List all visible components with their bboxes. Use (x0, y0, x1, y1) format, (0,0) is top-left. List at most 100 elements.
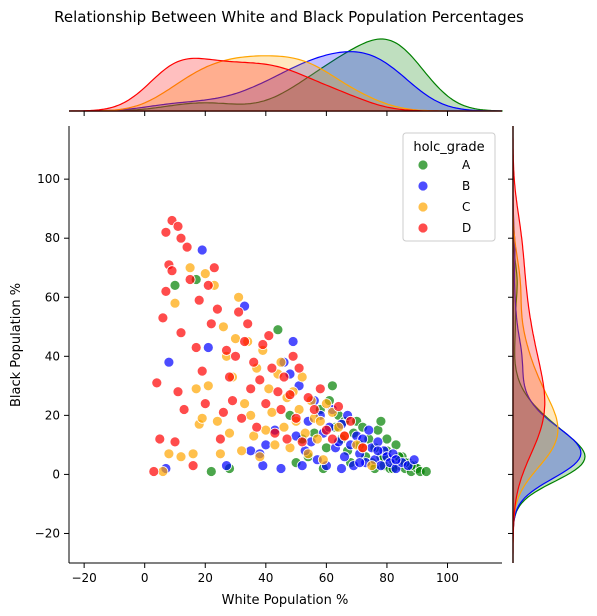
legend-marker-A (417, 159, 429, 171)
scatter-point-D (172, 386, 184, 398)
scatter-point-B (296, 460, 308, 472)
scatter-point-D (175, 232, 187, 244)
scatter-point-D (296, 436, 308, 448)
scatter-point-A (205, 466, 217, 477)
scatter-point-C (175, 451, 187, 463)
scatter-point-C (233, 291, 245, 303)
scatter-point-C (269, 439, 281, 451)
scatter-point-D (184, 274, 196, 285)
y-axis-label: Black Population % (9, 283, 24, 407)
scatter-point-C (317, 454, 329, 466)
y-tick-label: 80 (45, 231, 60, 245)
scatter-point-B (390, 454, 402, 466)
scatter-point-D (239, 336, 251, 347)
scatter-point-D (227, 395, 238, 407)
scatter-point-A (169, 279, 181, 291)
right-density-curve-D (512, 126, 546, 563)
scatter-point-D (278, 371, 290, 383)
scatter-point-D (260, 398, 272, 410)
scatter-point-D (272, 386, 284, 398)
scatter-point-C (254, 451, 266, 463)
x-tick-label: 20 (198, 571, 213, 585)
scatter-point-D (157, 312, 169, 324)
scatter-point-C (278, 421, 290, 433)
scatter-point-C (199, 268, 211, 280)
scatter-point-B (372, 445, 384, 457)
scatter-point-D (202, 279, 214, 291)
scatter-point-C (190, 383, 202, 395)
y-tick-label: 60 (45, 290, 60, 304)
scatter-point-D (190, 342, 202, 353)
scatter-point-C (196, 412, 208, 424)
scatter-point-D (178, 404, 190, 415)
scatter-point-C (320, 398, 332, 410)
scatter-point-B (257, 460, 269, 472)
scatter-point-D (248, 356, 260, 368)
scatter-point-D (196, 365, 208, 377)
scatter-point-C (314, 415, 326, 427)
scatter-point-D (205, 318, 217, 330)
scatter-point-D (339, 430, 350, 442)
scatter-point-D (266, 362, 278, 374)
scatter-point-B (196, 244, 208, 256)
scatter-point-D (293, 362, 305, 374)
scatter-point-B (336, 463, 347, 474)
legend-label-B: B (462, 179, 470, 193)
scatter-point-C (230, 333, 241, 345)
scatter-point-D (308, 404, 320, 415)
legend-label-D: D (462, 221, 471, 235)
scatter-point-D (166, 265, 178, 277)
scatter-point-B (375, 460, 387, 472)
scatter-point-C (187, 448, 199, 460)
scatter-point-D (236, 412, 248, 424)
scatter-point-C (224, 427, 235, 439)
scatter-point-D (214, 433, 226, 445)
scatter-point-B (363, 424, 375, 436)
scatter-point-B (260, 439, 272, 451)
scatter-point-C (296, 371, 308, 383)
scatter-point-D (154, 433, 166, 445)
y-tick-label: 0 (52, 467, 60, 481)
scatter-point-B (163, 356, 175, 368)
scatter-point-D (160, 285, 172, 297)
scatter-point-D (148, 466, 160, 477)
scatter-point-D (221, 344, 232, 356)
scatter-point-C (366, 460, 378, 472)
scatter-point-C (275, 356, 287, 368)
scatter-point-C (333, 421, 344, 433)
legend-label-C: C (462, 200, 470, 214)
scatter-point-D (326, 433, 338, 445)
scatter-point-A (375, 415, 387, 427)
legend-box (402, 132, 496, 242)
scatter-point-D (284, 389, 296, 401)
scatter-point-D (175, 327, 187, 339)
scatter-point-D (151, 377, 163, 389)
y-tick-label: 20 (45, 408, 60, 422)
top-marginal-density (68, 38, 503, 116)
y-tick-label: 40 (45, 349, 60, 363)
scatter-point-D (287, 350, 299, 362)
x-tick-label: −20 (71, 571, 96, 585)
scatter-point-C (266, 406, 278, 418)
scatter-point-C (263, 383, 275, 395)
scatter-point-C (217, 321, 229, 333)
scatter-point-D (193, 294, 205, 306)
scatter-point-D (320, 424, 332, 436)
scatter-point-D (281, 433, 293, 445)
scatter-point-A (381, 433, 393, 445)
scatter-point-D (245, 383, 257, 395)
scatter-point-C (157, 466, 169, 477)
scatter-point-D (230, 350, 241, 362)
scatter-point-C (239, 398, 251, 410)
scatter-point-D (314, 383, 326, 395)
x-tick-label: 0 (141, 571, 149, 585)
scatter-point-C (163, 448, 175, 460)
y-tick-label: −20 (35, 526, 60, 540)
right-marginal-density (508, 126, 586, 563)
scatter-point-C (214, 448, 226, 460)
scatter-point-D (290, 412, 302, 424)
scatter-point-A (390, 439, 402, 451)
scatter-point-D (233, 306, 245, 318)
